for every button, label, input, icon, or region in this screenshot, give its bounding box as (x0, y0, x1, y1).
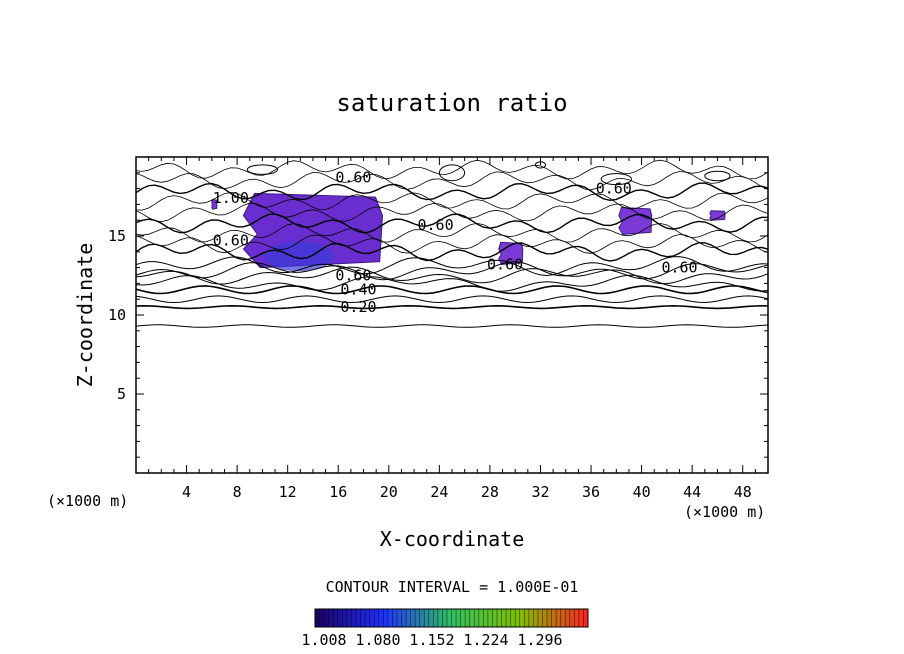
contour-label: 1.00 (213, 189, 249, 207)
contour-line (135, 242, 769, 262)
chart-title: saturation ratio (336, 89, 567, 117)
colorbar-tick-label: 1.224 (463, 631, 508, 649)
contour-line (135, 266, 769, 285)
x-axis-ticks: 4 8 12 16 20 24 28 32 36 40 44 48 (148, 157, 756, 501)
contour-loop (704, 170, 731, 182)
x-unit-left: (×1000 m) (47, 492, 128, 510)
supersaturated-core (264, 241, 334, 272)
contour-interval-label: CONTOUR INTERVAL = 1.000E-01 (326, 578, 579, 596)
x-tick-label: 40 (633, 483, 651, 501)
colorbar-tick-label: 1.008 (301, 631, 346, 649)
y-tick-label: 10 (108, 306, 126, 324)
contour-line (135, 159, 769, 180)
x-tick-label: 8 (233, 483, 242, 501)
contour-label: 0.60 (596, 180, 632, 198)
x-tick-label: 16 (329, 483, 347, 501)
y-tick-label: 15 (108, 227, 126, 245)
contour-label: 0.40 (340, 281, 376, 299)
x-tick-label: 4 (182, 483, 191, 501)
contour-line (135, 191, 769, 211)
colorbar-tick-label: 1.296 (517, 631, 562, 649)
y-axis-ticks: 5 10 15 (108, 172, 768, 458)
contour-label: 0.60 (418, 216, 454, 234)
contour-line (135, 213, 769, 234)
y-axis-label: Z-coordinate (73, 243, 97, 388)
y-tick-label: 5 (117, 385, 126, 403)
contour-label: 0.60 (335, 169, 371, 187)
contour-loop (246, 164, 279, 175)
contour-label: 0.60 (335, 267, 371, 285)
contour-lines (135, 159, 769, 328)
contour-label: 0.20 (340, 298, 376, 316)
contour-line (135, 222, 769, 243)
x-axis-label: X-coordinate (380, 527, 525, 551)
contour-line (135, 285, 769, 295)
contour-label: 0.60 (487, 255, 523, 273)
contour-line (135, 202, 769, 223)
contour-label: 0.60 (661, 259, 697, 277)
colorbar-stripes (314, 609, 589, 627)
contour-line (135, 295, 769, 304)
x-tick-label: 24 (430, 483, 448, 501)
contour-line (135, 171, 769, 191)
x-tick-label: 44 (683, 483, 701, 501)
contour-loop (438, 164, 466, 182)
supersaturated-region (618, 207, 653, 235)
contour-line (135, 182, 769, 202)
colorbar-tick-label: 1.152 (409, 631, 454, 649)
x-tick-label: 32 (531, 483, 549, 501)
colorbar-ticks: 1.008 1.080 1.152 1.224 1.296 (301, 631, 562, 649)
contour-line (135, 261, 769, 281)
contour-loop (600, 173, 632, 186)
supersaturated-region (211, 199, 218, 210)
x-unit-right: (×1000 m) (684, 503, 765, 521)
colorbar-tick-label: 1.080 (355, 631, 400, 649)
shaded-regions (211, 192, 726, 272)
contour-label: 0.60 (213, 232, 249, 250)
contour-line (135, 256, 769, 277)
x-tick-label: 28 (481, 483, 499, 501)
contour-labels: 0.200.400.600.600.601.000.600.600.600.60 (213, 169, 698, 317)
x-tick-label: 36 (582, 483, 600, 501)
x-tick-label: 12 (279, 483, 297, 501)
contour-line (135, 304, 769, 310)
contour-line (135, 234, 769, 254)
x-tick-label: 20 (380, 483, 398, 501)
x-tick-label: 48 (734, 483, 752, 501)
contour-line (135, 324, 769, 328)
